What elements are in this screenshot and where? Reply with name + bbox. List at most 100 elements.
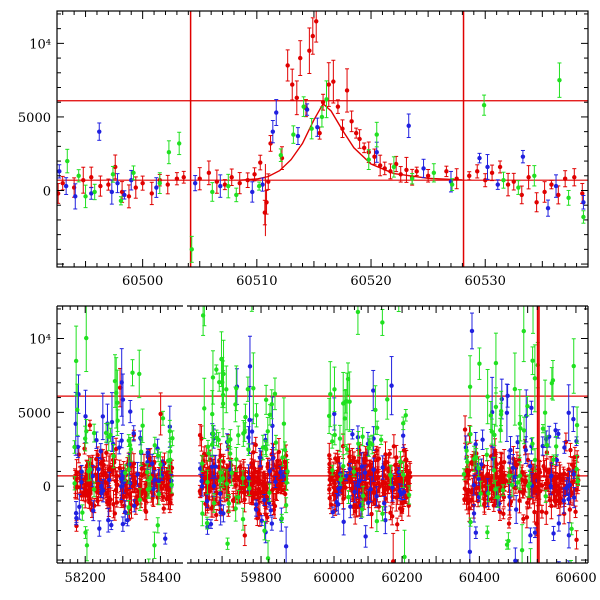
data-point — [391, 156, 397, 178]
data-point — [210, 424, 216, 443]
data-point — [208, 519, 214, 529]
data-point — [574, 530, 579, 550]
data-point — [251, 467, 257, 488]
data-point — [498, 417, 503, 443]
data-point — [273, 434, 279, 451]
data-point — [91, 423, 97, 443]
data-point — [390, 532, 396, 563]
data-point — [498, 402, 504, 427]
data-point — [202, 306, 207, 327]
data-point — [236, 425, 241, 445]
data-point — [224, 365, 229, 414]
data-point — [265, 540, 271, 563]
data-point — [526, 165, 531, 190]
data-point — [556, 515, 562, 532]
data-point — [264, 441, 269, 457]
data-point — [350, 429, 355, 440]
data-point — [513, 495, 519, 524]
data-point — [166, 140, 172, 165]
data-point — [274, 99, 279, 126]
data-point — [342, 390, 348, 447]
data-point — [332, 424, 337, 446]
data-point — [532, 165, 537, 187]
data-point — [409, 173, 415, 185]
data-point — [256, 181, 262, 191]
data-point — [260, 434, 266, 461]
data-point — [152, 470, 158, 490]
data-point — [98, 175, 103, 197]
data-point — [469, 491, 474, 511]
data-point — [377, 154, 383, 177]
data-point — [89, 187, 94, 200]
data-point — [532, 527, 538, 539]
data-point — [245, 172, 250, 188]
data-point — [331, 59, 336, 104]
data-point — [210, 350, 216, 405]
data-point — [564, 480, 569, 497]
data-point — [103, 472, 108, 493]
data-point — [152, 531, 157, 559]
data-point — [283, 497, 289, 514]
data-point — [240, 507, 246, 531]
data-point — [167, 419, 173, 443]
data-point — [149, 453, 155, 474]
data-point — [115, 476, 120, 494]
data-point — [84, 306, 89, 373]
data-point — [260, 177, 265, 192]
data-point — [280, 448, 285, 467]
data-point — [511, 172, 516, 191]
data-point — [395, 517, 400, 532]
data-point — [74, 513, 79, 524]
data-point — [501, 171, 506, 189]
data-point — [497, 160, 503, 174]
data-point — [488, 400, 494, 430]
data-point — [343, 471, 349, 482]
data-point — [84, 475, 89, 496]
data-point — [128, 437, 134, 462]
x-tick-label: 60520 — [350, 274, 391, 289]
data-point — [112, 354, 118, 408]
data-point — [380, 309, 385, 336]
x-tick-label: 60400 — [459, 571, 500, 586]
data-point — [218, 174, 223, 198]
data-point — [449, 178, 455, 192]
data-point — [65, 148, 70, 174]
data-point — [404, 461, 409, 472]
data-point — [504, 383, 510, 442]
data-point — [270, 120, 276, 144]
data-point — [330, 506, 336, 518]
data-point — [301, 96, 306, 117]
data-point — [221, 504, 226, 523]
data-point — [229, 168, 234, 186]
data-point — [86, 461, 91, 482]
data-point — [544, 435, 550, 455]
data-point — [341, 508, 346, 536]
data-point — [568, 442, 573, 458]
data-point — [378, 434, 384, 445]
data-point — [393, 155, 399, 173]
data-point — [106, 471, 112, 489]
data-point — [83, 184, 88, 209]
data-point — [269, 389, 274, 420]
data-point — [110, 165, 116, 183]
data-point — [73, 183, 78, 210]
data-point — [544, 500, 549, 525]
data-point — [515, 435, 520, 449]
data-point — [263, 384, 269, 415]
data-point — [571, 338, 576, 394]
data-point — [281, 397, 287, 451]
data-point — [509, 473, 515, 497]
data-point — [81, 166, 86, 194]
data-point — [340, 119, 345, 139]
data-point — [349, 110, 354, 133]
data-point — [234, 446, 239, 472]
data-point — [566, 384, 571, 442]
data-point — [109, 179, 115, 205]
data-point — [520, 149, 526, 164]
data-point — [60, 175, 65, 191]
data-point — [475, 164, 480, 179]
data-point — [168, 437, 173, 466]
data-point — [529, 438, 534, 455]
data-point — [357, 129, 362, 149]
data-point — [63, 177, 69, 195]
